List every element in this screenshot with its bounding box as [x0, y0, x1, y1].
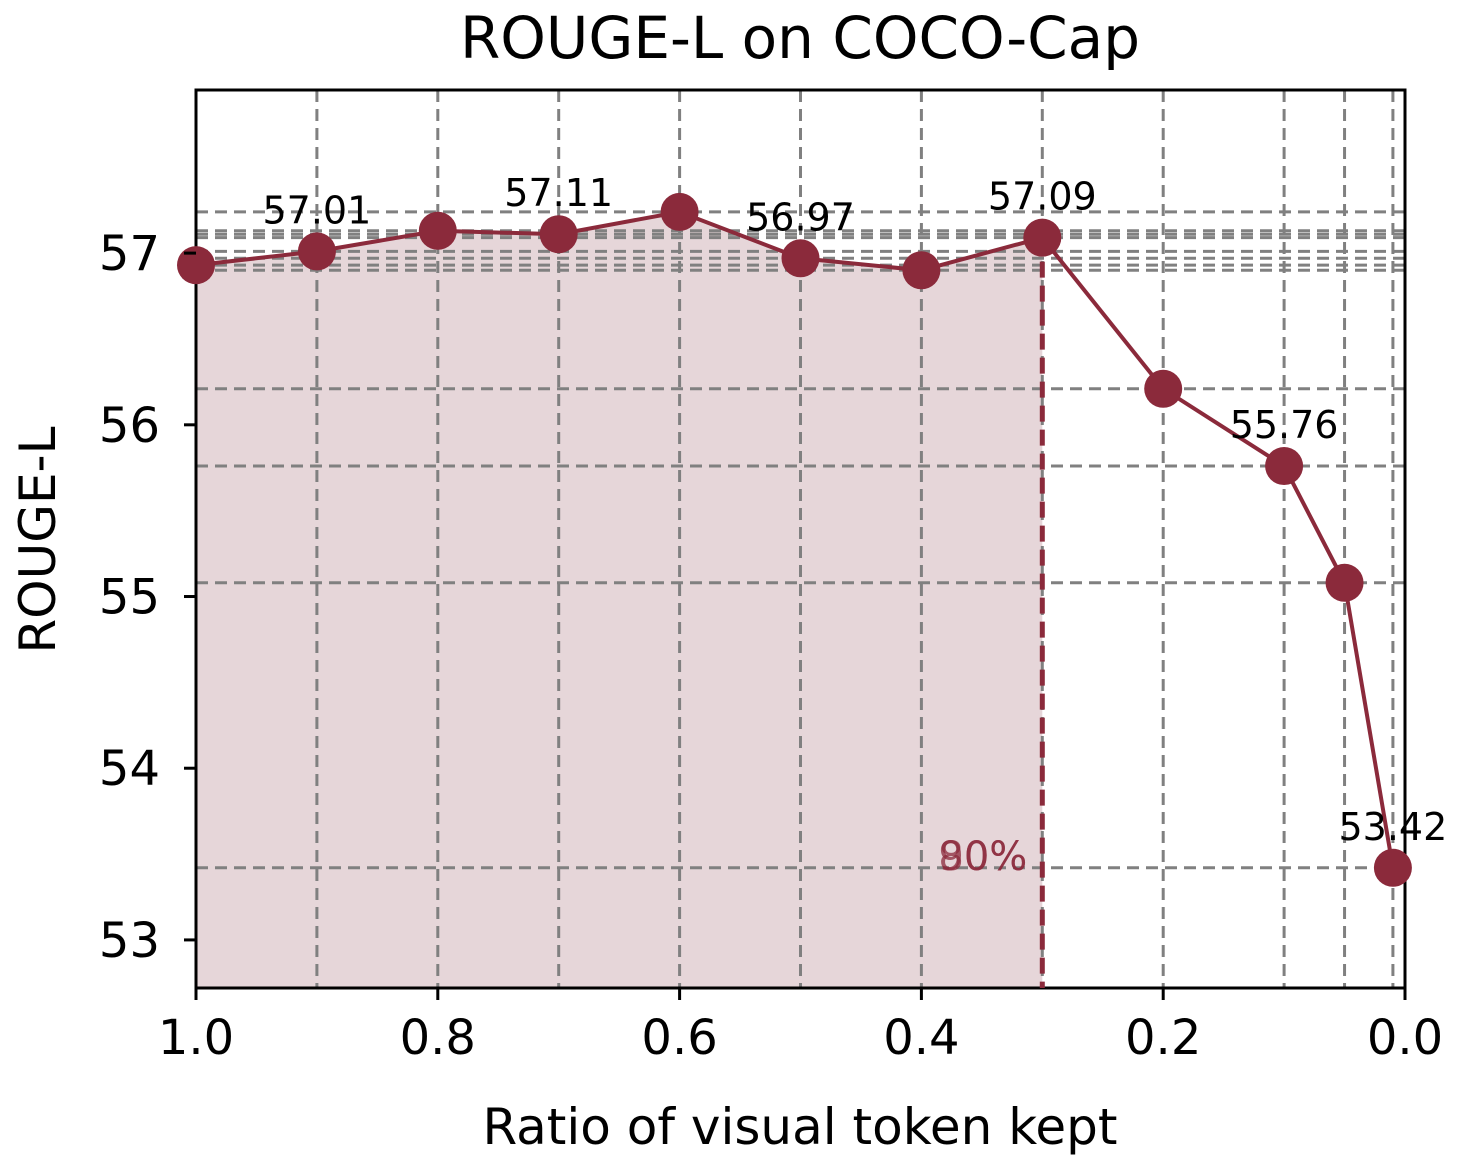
data-point — [1373, 848, 1412, 887]
chart-title: ROUGE-L on COCO-Cap — [460, 4, 1140, 72]
x-axis-label: Ratio of visual token kept — [483, 1098, 1118, 1156]
y-tick-label: 53 — [99, 913, 160, 969]
x-tick-label: 0.8 — [400, 1010, 476, 1066]
data-point — [297, 232, 336, 271]
data-point — [1023, 218, 1062, 257]
data-point — [781, 239, 820, 278]
data-label: 55.76 — [1230, 403, 1339, 447]
y-tick-label: 55 — [99, 570, 160, 626]
series-line — [195, 209, 1395, 869]
data-label: 57.11 — [504, 171, 613, 215]
data-point — [902, 251, 941, 290]
data-point — [1325, 563, 1364, 602]
data-point — [1144, 369, 1183, 408]
data-point — [660, 192, 699, 231]
data-label: 57.09 — [988, 175, 1097, 219]
x-tick-label: 0.6 — [641, 1010, 717, 1066]
data-label: 56.97 — [746, 195, 855, 239]
data-point — [418, 211, 457, 250]
x-tick-label: 0.2 — [1125, 1010, 1201, 1066]
data-label: 53.42 — [1339, 805, 1448, 849]
threshold-label: 80% — [938, 834, 1027, 880]
threshold-label: 90% — [938, 834, 1027, 880]
data-point — [1265, 447, 1304, 486]
x-tick-label: 0.0 — [1367, 1010, 1443, 1066]
plot-area: 57.01 57.11 56.97 57.09 55.76 53.42 80%90% 1.0 0… — [99, 88, 1448, 1066]
x-tick-label: 1.0 — [158, 1010, 234, 1066]
y-tick-label: 56 — [99, 398, 160, 454]
x-tick-label: 0.4 — [883, 1010, 959, 1066]
y-axis-label: ROUGE-L — [9, 426, 67, 653]
data-point — [177, 246, 215, 285]
y-tick-label: 57 — [99, 226, 160, 282]
y-tick-label: 54 — [99, 741, 160, 797]
shaded-region — [196, 211, 1043, 989]
plot-frame — [194, 88, 1407, 990]
data-label: 57.01 — [263, 188, 372, 232]
data-point — [539, 215, 578, 254]
